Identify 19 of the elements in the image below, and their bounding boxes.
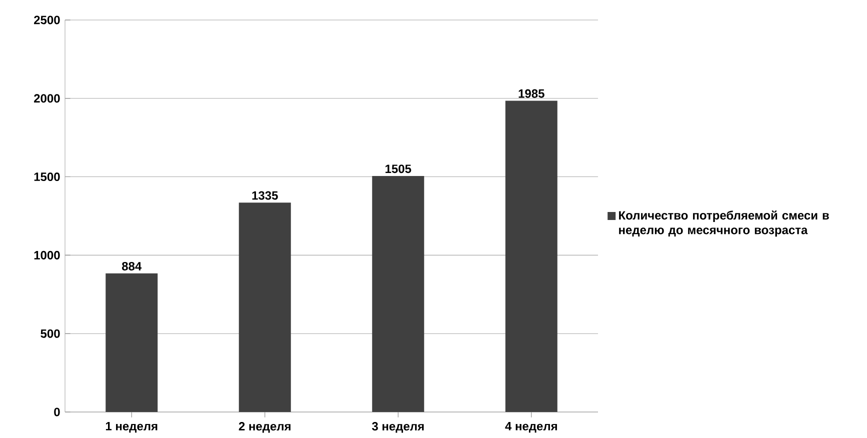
y-tick-label: 2000: [34, 94, 60, 103]
bar: [106, 273, 158, 412]
x-tick-label: 2 неделя: [238, 422, 290, 433]
y-tick-label: 1500: [34, 172, 60, 182]
legend-label: Количество потребляемой смеси в неделю до месячного возраста: [619, 210, 829, 237]
data-label: 1505: [386, 164, 412, 174]
x-tick-label: 3 неделя: [372, 422, 424, 433]
data-label: 1985: [518, 89, 544, 98]
x-tick-label: 4 неделя: [505, 422, 557, 433]
bar: [238, 202, 291, 412]
bar: [505, 100, 558, 412]
data-label: 884: [122, 262, 142, 270]
x-tick-label: 1 неделя: [106, 422, 158, 433]
y-tick-label: 1000: [34, 250, 60, 260]
y-tick-label: 500: [40, 329, 60, 338]
data-label: 1335: [252, 191, 278, 200]
y-tick-label: 2500: [34, 16, 60, 24]
y-tick-label: 0: [54, 408, 60, 416]
bar: [372, 176, 424, 412]
